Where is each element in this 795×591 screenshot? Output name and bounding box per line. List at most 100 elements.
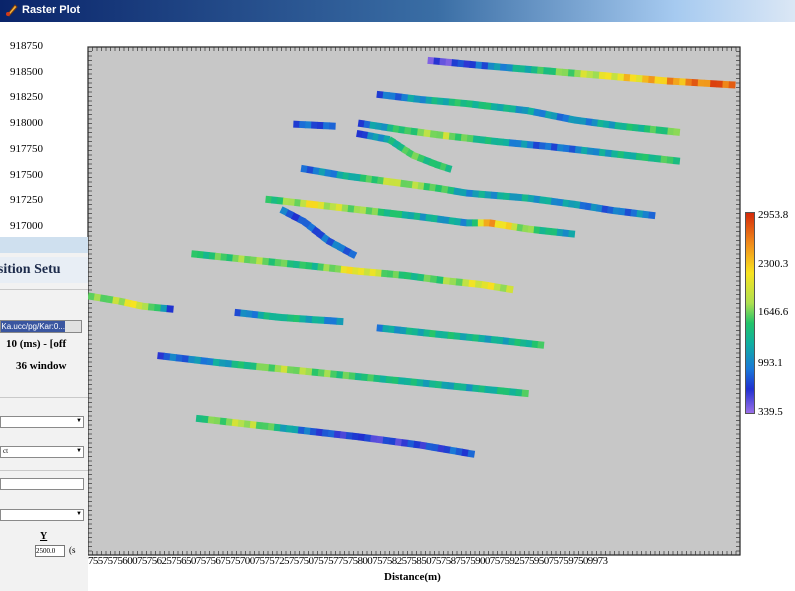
trace-segment bbox=[187, 355, 196, 364]
setting-dropdown[interactable]: ct ▼ bbox=[0, 446, 84, 458]
trace-segment bbox=[320, 233, 330, 244]
trace-segment bbox=[441, 381, 449, 390]
trace-segment bbox=[305, 367, 313, 376]
trace-segment bbox=[363, 268, 371, 276]
trace-segment bbox=[359, 206, 367, 215]
trace-segment bbox=[387, 136, 397, 146]
setting-dropdown[interactable]: ▼ bbox=[0, 416, 84, 428]
trace-segment bbox=[382, 324, 390, 333]
trace-segment bbox=[285, 425, 294, 433]
acquisition-setup-window: isition Setu ...0:Ka.ucc/pg/Kar 10 (ms) … bbox=[0, 237, 88, 591]
trace-segment bbox=[493, 283, 502, 292]
trace-segment bbox=[538, 142, 547, 150]
trace-segment bbox=[478, 334, 486, 343]
trace-segment bbox=[200, 357, 208, 365]
trace-segment bbox=[562, 229, 570, 238]
trace-segment bbox=[527, 194, 535, 203]
trace-segment bbox=[196, 250, 205, 259]
trace-segment bbox=[311, 368, 319, 377]
trace-segment bbox=[214, 252, 222, 261]
trace-segment bbox=[411, 181, 420, 190]
trace-segment bbox=[160, 304, 168, 313]
trace-segment bbox=[195, 414, 204, 423]
trace-segment bbox=[493, 63, 502, 71]
setting-dropdown[interactable]: ▼ bbox=[0, 509, 84, 521]
x-axis-tick-labels: 7557575600757562575650757567575700757572… bbox=[88, 555, 608, 567]
setting-field[interactable] bbox=[0, 478, 84, 490]
trace-segment bbox=[648, 75, 656, 84]
trace-line bbox=[157, 352, 529, 398]
trace-segment bbox=[249, 421, 258, 429]
trace-segment bbox=[532, 141, 541, 150]
trace-segment bbox=[502, 387, 511, 396]
trace-segment bbox=[87, 292, 96, 301]
trace-segment bbox=[484, 385, 492, 394]
trace-segment bbox=[453, 187, 462, 196]
trace-segment bbox=[231, 360, 239, 369]
trace-segment bbox=[334, 265, 342, 273]
y-value-input[interactable]: 2500.0 bbox=[35, 545, 65, 557]
trace-segment bbox=[375, 122, 383, 131]
trace-segment bbox=[282, 197, 290, 206]
trace-segment bbox=[348, 372, 357, 380]
title-bar: Raster Plot bbox=[0, 0, 795, 22]
dropdown-arrow-icon: ▼ bbox=[76, 418, 82, 424]
trace-segment bbox=[163, 352, 171, 361]
trace-line bbox=[265, 195, 576, 238]
trace-segment bbox=[377, 176, 385, 185]
trace-segment bbox=[370, 434, 378, 443]
trace-segment bbox=[431, 443, 440, 452]
trace-segment bbox=[263, 312, 271, 320]
trace-segment bbox=[317, 369, 326, 377]
trace-segment bbox=[401, 93, 409, 102]
trace-segment bbox=[487, 282, 496, 291]
trace-segment bbox=[537, 341, 545, 349]
trace-segment bbox=[327, 429, 336, 438]
trace-segment bbox=[472, 190, 480, 198]
trace-segment bbox=[635, 152, 644, 161]
acquisition-title-bar bbox=[0, 237, 88, 253]
trace-segment bbox=[469, 60, 477, 69]
trace-segment bbox=[367, 374, 375, 382]
data-path-combo[interactable]: ...0:Ka.ucc/pg/Kar bbox=[0, 320, 82, 333]
trace-segment bbox=[303, 427, 312, 435]
trace-segment bbox=[316, 230, 326, 240]
trace-segment bbox=[436, 131, 445, 139]
trace-segment bbox=[394, 179, 402, 187]
trace-segment bbox=[533, 226, 541, 234]
trace-segment bbox=[321, 429, 330, 437]
trace-segment bbox=[309, 427, 318, 436]
trace-segment bbox=[385, 375, 394, 384]
trace-segment bbox=[411, 328, 419, 336]
trace-segment bbox=[398, 125, 406, 134]
trace-segment bbox=[357, 119, 366, 128]
trace-segment bbox=[508, 139, 517, 147]
trace-segment bbox=[388, 92, 397, 100]
trace-segment bbox=[323, 202, 331, 210]
trace-segment bbox=[389, 209, 397, 218]
colorbar-label: 2300.3 bbox=[758, 258, 789, 270]
trace-segment bbox=[255, 362, 264, 371]
trace-segment bbox=[472, 135, 481, 144]
trace-segment bbox=[243, 361, 252, 370]
trace-segment bbox=[329, 202, 337, 211]
trace-segment bbox=[530, 66, 539, 74]
trace-segment bbox=[630, 209, 638, 217]
trace-segment bbox=[522, 224, 530, 233]
trace-segment bbox=[365, 175, 373, 183]
trace-segment bbox=[568, 230, 576, 238]
trace-segment bbox=[454, 217, 462, 226]
trace-segment bbox=[561, 68, 570, 77]
trace-segment bbox=[232, 254, 240, 263]
trace-segment bbox=[521, 106, 529, 115]
trace-segment bbox=[604, 72, 613, 80]
trace-segment bbox=[274, 313, 282, 321]
trace-segment bbox=[293, 366, 301, 375]
trace-segment bbox=[515, 105, 523, 114]
trace-segment bbox=[369, 121, 377, 130]
trace-segment bbox=[465, 383, 474, 392]
trace-segment bbox=[487, 62, 495, 71]
colorbar-label: 339.5 bbox=[758, 406, 783, 418]
trace-segment bbox=[372, 133, 380, 141]
